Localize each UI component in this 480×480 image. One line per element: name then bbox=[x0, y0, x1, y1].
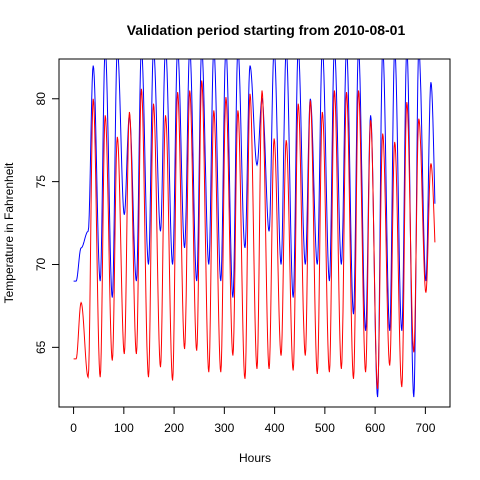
y-tick-label: 70 bbox=[34, 257, 48, 271]
x-tick-label: 200 bbox=[164, 421, 184, 435]
x-tick-label: 600 bbox=[365, 421, 385, 435]
chart-title: Validation period starting from 2010-08-… bbox=[127, 22, 406, 38]
series-layer bbox=[73, 59, 436, 398]
y-tick-label: 65 bbox=[34, 340, 48, 354]
x-tick-label: 100 bbox=[114, 421, 134, 435]
x-axis-label: Hours bbox=[239, 451, 271, 465]
y-tick-label: 80 bbox=[34, 92, 48, 106]
y-tick-label: 75 bbox=[34, 175, 48, 189]
y-axis-label: Temperature in Fahrenheit bbox=[2, 162, 16, 303]
y-axis: 65 70 75 80 bbox=[34, 92, 60, 354]
x-tick-label: 0 bbox=[70, 421, 77, 435]
x-tick-label: 400 bbox=[265, 421, 285, 435]
x-tick-label: 500 bbox=[315, 421, 335, 435]
x-tick-label: 300 bbox=[214, 421, 234, 435]
x-tick-label: 700 bbox=[415, 421, 435, 435]
x-axis: 0 100 200 300 400 500 600 700 bbox=[70, 406, 436, 435]
series-line-2 bbox=[73, 80, 436, 389]
